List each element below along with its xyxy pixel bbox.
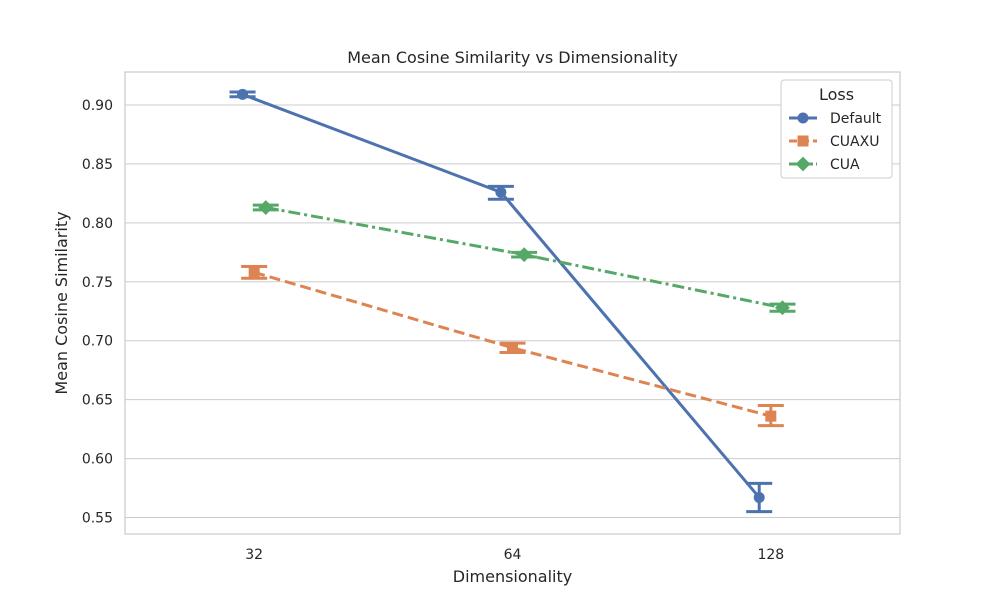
y-tick-label: 0.80 <box>82 216 113 232</box>
data-point <box>775 300 790 316</box>
x-tick-label: 32 <box>245 547 263 563</box>
data-point <box>248 266 260 278</box>
x-tick-label: 128 <box>757 547 784 563</box>
legend-box <box>780 79 893 179</box>
series-cuaxu <box>241 264 784 428</box>
series-line <box>253 270 772 418</box>
data-point <box>237 88 249 100</box>
legend-items: Default CUAXU CUA <box>789 111 882 173</box>
plot-frame <box>124 71 901 535</box>
series-layer <box>229 88 796 514</box>
data-point <box>765 410 777 422</box>
legend-label: CUAXU <box>830 134 879 150</box>
legend: Loss Default CUAXU CUA <box>780 79 893 179</box>
y-tick-label: 0.60 <box>82 452 113 468</box>
legend-marker <box>797 135 809 147</box>
data-point <box>495 186 507 198</box>
y-tick-label: 0.70 <box>82 334 113 350</box>
grid-lines <box>125 104 900 518</box>
chart-title: Mean Cosine Similarity vs Dimensionality <box>347 48 678 67</box>
legend-item-default: Default <box>789 111 882 127</box>
legend-marker <box>795 156 811 172</box>
x-axis-ticks: 32 64 128 <box>245 547 784 563</box>
series-cua <box>252 200 796 316</box>
y-tick-label: 0.75 <box>82 275 113 291</box>
x-tick-label: 64 <box>504 547 522 563</box>
y-axis-ticks: 0.55 0.60 0.65 0.70 0.75 0.80 0.85 0.90 <box>82 98 113 527</box>
y-tick-label: 0.65 <box>82 393 113 409</box>
data-point <box>507 342 518 354</box>
legend-title: Loss <box>819 85 854 104</box>
data-point <box>258 200 274 215</box>
y-tick-label: 0.90 <box>82 98 113 114</box>
x-axis-label: Dimensionality <box>453 567 572 586</box>
y-axis-label: Mean Cosine Similarity <box>52 211 71 394</box>
y-tick-label: 0.85 <box>82 157 113 173</box>
legend-label: CUA <box>830 157 860 173</box>
data-point <box>516 247 532 263</box>
series-default <box>229 88 773 514</box>
y-tick-label: 0.55 <box>82 511 113 527</box>
data-point <box>753 491 765 503</box>
legend-marker <box>797 112 809 124</box>
legend-item-cuaxu: CUAXU <box>789 134 879 150</box>
legend-item-cua: CUA <box>789 156 860 173</box>
legend-label: Default <box>830 111 882 127</box>
